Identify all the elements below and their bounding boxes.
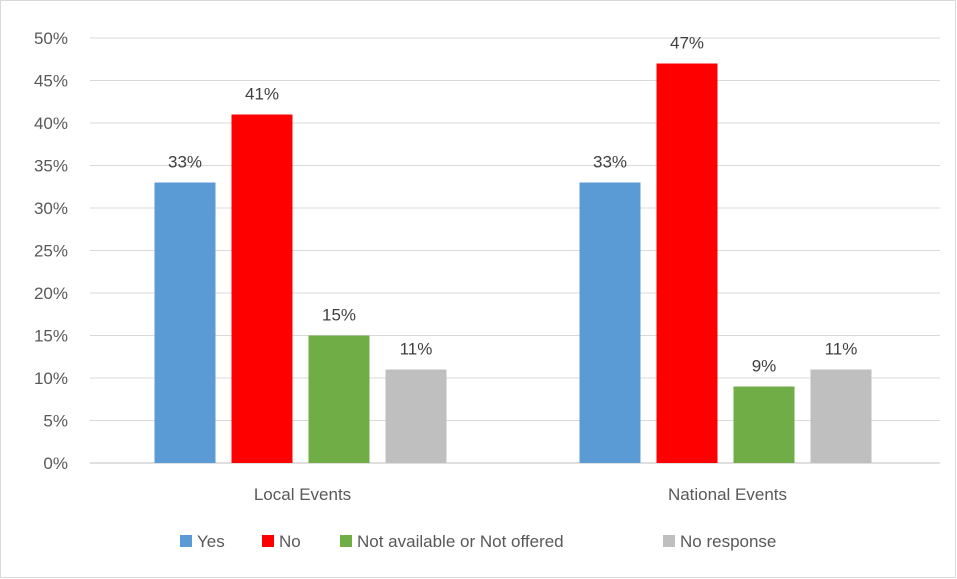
legend-swatch-not-available-or-not-offered xyxy=(340,535,352,547)
y-axis: 0% 5% 10% 15% 20% 25% 30% 35% 40% 45% 50% xyxy=(34,29,68,473)
data-label: 15% xyxy=(322,306,356,325)
legend-label-yes: Yes xyxy=(197,532,225,551)
bar-no-response xyxy=(385,369,447,463)
data-label: 33% xyxy=(593,153,627,172)
data-labels: 33% 41% 15% 11% 33% 47% 9% 11% xyxy=(168,34,857,376)
data-label: 33% xyxy=(168,153,202,172)
y-tick-label: 35% xyxy=(34,157,68,176)
y-tick-label: 15% xyxy=(34,327,68,346)
bar-yes xyxy=(154,182,216,463)
bar-no-response xyxy=(810,369,872,463)
y-tick-label: 45% xyxy=(34,72,68,91)
y-tick-label: 30% xyxy=(34,199,68,218)
bar-no xyxy=(231,114,293,463)
y-tick-label: 0% xyxy=(43,454,68,473)
legend-label-no: No xyxy=(279,532,301,551)
data-label: 47% xyxy=(670,34,704,53)
x-category-label: National Events xyxy=(668,485,787,504)
legend-label-not-available-or-not-offered: Not available or Not offered xyxy=(357,532,564,551)
y-tick-label: 25% xyxy=(34,242,68,261)
legend: Yes No Not available or Not offered No resp… xyxy=(180,532,776,551)
x-category-label: Local Events xyxy=(254,485,351,504)
legend-swatch-yes xyxy=(180,535,192,547)
bars xyxy=(154,63,872,463)
bar-not-available-or-not-offered xyxy=(733,386,795,463)
data-label: 11% xyxy=(400,340,433,359)
y-tick-label: 10% xyxy=(34,369,68,388)
legend-swatch-no xyxy=(262,535,274,547)
y-tick-label: 5% xyxy=(43,412,68,431)
y-tick-label: 20% xyxy=(34,284,68,303)
legend-label-no-response: No response xyxy=(680,532,776,551)
y-tick-label: 50% xyxy=(34,29,68,48)
data-label: 41% xyxy=(245,85,279,104)
x-axis: Local Events National Events xyxy=(254,485,787,504)
data-label: 9% xyxy=(752,357,777,376)
bar-yes xyxy=(579,182,641,463)
data-label: 11% xyxy=(825,340,858,359)
bar-no xyxy=(656,63,718,463)
legend-swatch-no-response xyxy=(663,535,675,547)
bar-not-available-or-not-offered xyxy=(308,335,370,463)
y-tick-label: 40% xyxy=(34,114,68,133)
